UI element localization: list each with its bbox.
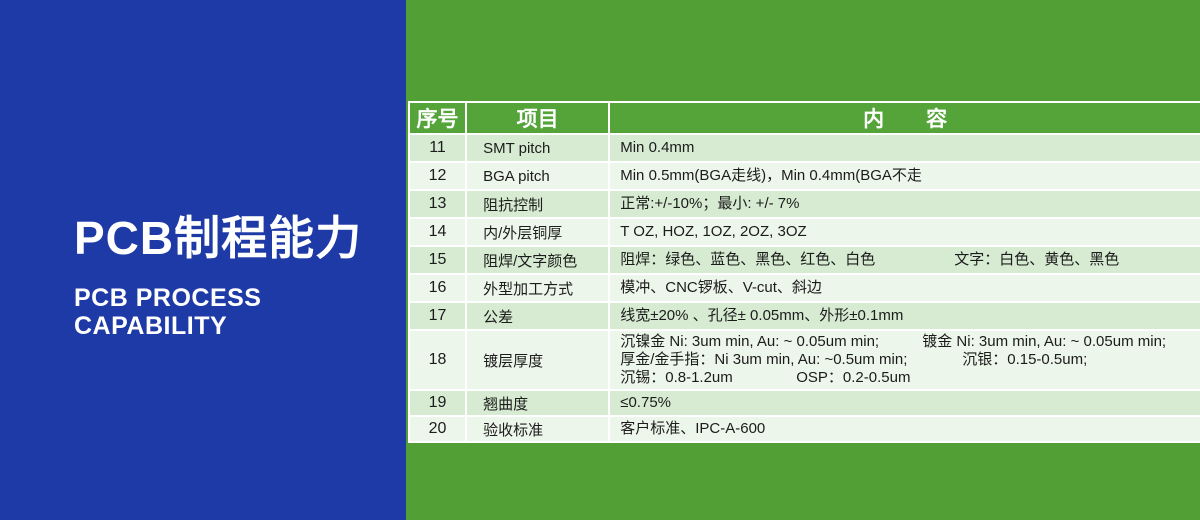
table-row: 18 镀层厚度 沉镍金 Ni: 3um min, Au: ~ 0.05um min;… — [409, 330, 1200, 391]
content-segment: 线宽±20% 、孔径± 0.05mm、外形±0.1mm — [620, 307, 904, 324]
row-content-cell: 阻焊：绿色、蓝色、黑色、红色、白色 文字：白色、黄色、黑色 — [609, 246, 1200, 275]
table-row: 20 验收标准 客户标准、IPC-A-600 — [409, 416, 1200, 443]
header-cell-content: 内 容 — [609, 102, 1200, 135]
content-segment: 沉锡：0.8-1.2um — [620, 369, 733, 386]
content-line: Min 0.5mm(BGA走线)，Min 0.4mm(BGA不走 — [620, 167, 1200, 185]
row-content-cell: Min 0.4mm — [609, 134, 1200, 163]
page-title: PCB制程能力 — [74, 212, 363, 264]
content-segment: 厚金/金手指：Ni 3um min, Au: ~0.5um min; — [620, 351, 908, 368]
content-line: 沉锡：0.8-1.2um OSP：0.2-0.5um — [620, 369, 1200, 387]
table-row: 19 翘曲度 ≤0.75% — [409, 390, 1200, 417]
content-segment: T OZ, HOZ, 1OZ, 2OZ, 3OZ — [620, 223, 807, 240]
row-item-cell: SMT pitch — [466, 134, 611, 163]
content-line: ≤0.75% — [620, 394, 1200, 412]
row-number-cell: 12 — [409, 162, 468, 191]
content-segment: OSP：0.2-0.5um — [796, 369, 911, 386]
row-content-cell: Min 0.5mm(BGA走线)，Min 0.4mm(BGA不走 — [609, 162, 1200, 191]
content-line: 沉镍金 Ni: 3um min, Au: ~ 0.05um min; 镀金 Ni:… — [620, 333, 1200, 351]
content-segment: 正常:+/-10%；最小: +/- 7% — [620, 195, 800, 212]
row-number-cell: 20 — [409, 416, 468, 443]
row-content-cell: 线宽±20% 、孔径± 0.05mm、外形±0.1mm — [609, 302, 1200, 331]
header-cell-no: 序号 — [409, 102, 468, 135]
content-segment: 模冲、CNC锣板、V-cut、斜边 — [620, 279, 822, 296]
row-number-cell: 17 — [409, 302, 468, 331]
row-content-cell: T OZ, HOZ, 1OZ, 2OZ, 3OZ — [609, 218, 1200, 247]
row-number-cell: 19 — [409, 390, 468, 417]
table-row: 11 SMT pitch Min 0.4mm — [409, 134, 1200, 163]
table-row: 12 BGA pitch Min 0.5mm(BGA走线)，Min 0.4mm(BG… — [409, 162, 1200, 191]
row-number-cell: 18 — [409, 330, 468, 391]
row-item-cell: 阻焊/文字颜色 — [466, 246, 611, 275]
table-row: 14 内/外层铜厚 T OZ, HOZ, 1OZ, 2OZ, 3OZ — [409, 218, 1200, 247]
row-item-cell: 公差 — [466, 302, 611, 331]
row-item-cell: 外型加工方式 — [466, 274, 611, 303]
row-item-cell: 镀层厚度 — [466, 330, 611, 391]
content-line: 阻焊：绿色、蓝色、黑色、红色、白色 文字：白色、黄色、黑色 — [620, 251, 1200, 269]
table-row: 17 公差 线宽±20% 、孔径± 0.05mm、外形±0.1mm — [409, 302, 1200, 331]
row-content-cell: 正常:+/-10%；最小: +/- 7% — [609, 190, 1200, 219]
row-number-cell: 13 — [409, 190, 468, 219]
row-item-cell: 阻抗控制 — [466, 190, 611, 219]
content-segment: Min 0.4mm — [620, 139, 695, 156]
content-segment: Min 0.5mm(BGA走线)，Min 0.4mm(BGA不走 — [620, 167, 922, 184]
row-number-cell: 15 — [409, 246, 468, 275]
content-line: 正常:+/-10%；最小: +/- 7% — [620, 195, 1200, 213]
row-number-cell: 11 — [409, 134, 468, 163]
content-panel: 序号 项目 内 容 11 SMT pitch Min 0.4mm 12 BGA pitc… — [406, 0, 1200, 520]
content-line: 模冲、CNC锣板、V-cut、斜边 — [620, 279, 1200, 297]
row-item-cell: 验收标准 — [466, 416, 611, 443]
header-cell-item: 项目 — [466, 102, 611, 135]
row-item-cell: 内/外层铜厚 — [466, 218, 611, 247]
content-line: Min 0.4mm — [620, 139, 1200, 157]
row-content-cell: 客户标准、IPC-A-600 — [609, 416, 1200, 443]
row-number-cell: 16 — [409, 274, 468, 303]
table-body: 11 SMT pitch Min 0.4mm 12 BGA pitch Min 0.5mm… — [409, 134, 1200, 443]
content-line: 线宽±20% 、孔径± 0.05mm、外形±0.1mm — [620, 307, 1200, 325]
row-content-cell: 模冲、CNC锣板、V-cut、斜边 — [609, 274, 1200, 303]
capability-table: 序号 项目 内 容 11 SMT pitch Min 0.4mm 12 BGA pitc… — [408, 101, 1200, 443]
page-subtitle: PCB PROCESS CAPABILITY — [74, 284, 362, 340]
row-item-cell: 翘曲度 — [466, 390, 611, 417]
left-panel: PCB制程能力 PCB PROCESS CAPABILITY — [0, 0, 406, 520]
table-header-row: 序号 项目 内 容 — [409, 102, 1200, 135]
row-content-cell: 沉镍金 Ni: 3um min, Au: ~ 0.05um min; 镀金 Ni:… — [609, 330, 1200, 391]
subtitle-line-2: CAPABILITY — [74, 312, 228, 341]
row-content-cell: ≤0.75% — [609, 390, 1200, 417]
content-segment: 客户标准、IPC-A-600 — [620, 420, 766, 437]
content-segment: ≤0.75% — [620, 394, 671, 411]
content-segment: 沉银：0.15-0.5um; — [962, 351, 1088, 368]
content-line: 厚金/金手指：Ni 3um min, Au: ~0.5um min; 沉银：0.1… — [620, 351, 1200, 369]
content-segment: 文字：白色、黄色、黑色 — [954, 251, 1120, 268]
row-item-cell: BGA pitch — [466, 162, 611, 191]
content-segment: 沉镍金 Ni: 3um min, Au: ~ 0.05um min; — [620, 333, 880, 350]
table-row: 16 外型加工方式 模冲、CNC锣板、V-cut、斜边 — [409, 274, 1200, 303]
content-segment: 镀金 Ni: 3um min, Au: ~ 0.05um min; — [922, 333, 1167, 350]
table-row: 13 阻抗控制 正常:+/-10%；最小: +/- 7% — [409, 190, 1200, 219]
table-row: 15 阻焊/文字颜色 阻焊：绿色、蓝色、黑色、红色、白色 文字：白色、黄色、黑色 — [409, 246, 1200, 275]
subtitle-line-1: PCB PROCESS — [74, 284, 262, 313]
row-number-cell: 14 — [409, 218, 468, 247]
content-segment: 阻焊：绿色、蓝色、黑色、红色、白色 — [620, 251, 876, 268]
content-line: T OZ, HOZ, 1OZ, 2OZ, 3OZ — [620, 223, 1200, 241]
content-line: 客户标准、IPC-A-600 — [620, 420, 1200, 438]
title-block: PCB制程能力 PCB PROCESS CAPABILITY — [74, 212, 363, 341]
